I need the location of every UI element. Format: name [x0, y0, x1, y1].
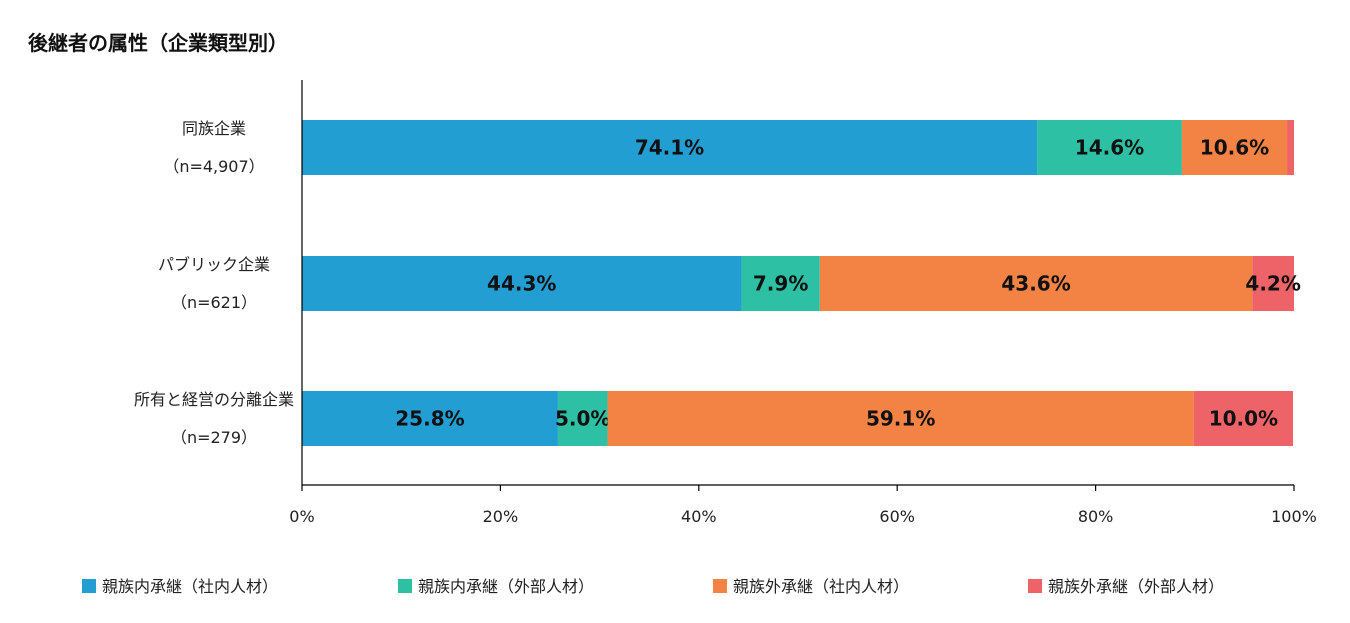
- x-tick-label: 0%: [289, 507, 314, 526]
- legend-label: 親族内承継（社内人材）: [102, 577, 278, 596]
- x-tick-label: 40%: [681, 507, 717, 526]
- data-label: 59.1%: [866, 407, 935, 431]
- data-label: 10.0%: [1209, 407, 1278, 431]
- bar-segment: [741, 256, 820, 311]
- data-label: 14.6%: [1075, 136, 1144, 160]
- bar-segment: [302, 256, 742, 311]
- x-tick-label: 60%: [879, 507, 915, 526]
- x-tick-label: 20%: [483, 507, 519, 526]
- data-label: 5.0%: [555, 407, 610, 431]
- legend-label: 親族外承継（外部人材）: [1048, 577, 1224, 596]
- x-axis: 0% 20% 40% 60% 80% 100%: [289, 80, 1317, 526]
- bar-segment: [1252, 256, 1294, 311]
- data-label: 74.1%: [635, 136, 704, 160]
- x-tick-label: 80%: [1078, 507, 1114, 526]
- category-count-label: （n=4,907）: [163, 157, 264, 176]
- legend-label: 親族内承継（外部人材）: [418, 577, 594, 596]
- data-label: 10.6%: [1200, 136, 1269, 160]
- category-label: 所有と経営の分離企業: [134, 390, 294, 409]
- legend-item: 親族外承継（外部人材）: [1028, 577, 1224, 596]
- legend-label: 親族外承継（社内人材）: [733, 577, 909, 596]
- data-label: 4.2%: [1245, 272, 1300, 296]
- data-label: 25.8%: [395, 407, 464, 431]
- bar-segment: [302, 391, 558, 446]
- chart-title: 後継者の属性（企業類型別）: [28, 31, 288, 55]
- category-count-label: （n=279）: [171, 428, 257, 447]
- category-label: パブリック企業: [158, 255, 270, 274]
- data-label: 44.3%: [487, 272, 556, 296]
- data-label: 7.9%: [753, 272, 808, 296]
- legend-swatch: [1028, 579, 1042, 593]
- bar-segment: [1193, 391, 1294, 446]
- legend-swatch: [82, 579, 96, 593]
- legend-swatch: [398, 579, 412, 593]
- bar-segment: [557, 391, 608, 446]
- category-labels: 同族企業 （n=4,907） パブリック企業 （n=621） 所有と経営の分離企業 （n=…: [134, 119, 294, 447]
- bar-segment: [1037, 120, 1182, 175]
- legend: 親族内承継（社内人材） 親族内承継（外部人材） 親族外承継（社内人材） 親族外承継（外…: [82, 577, 1224, 596]
- x-tick-label: 100%: [1271, 507, 1317, 526]
- bar-segment: [819, 256, 1253, 311]
- legend-item: 親族外承継（社内人材）: [713, 577, 909, 596]
- data-label: 43.6%: [1001, 272, 1070, 296]
- category-label: 同族企業: [182, 119, 246, 138]
- legend-item: 親族内承継（社内人材）: [82, 577, 278, 596]
- category-count-label: （n=621）: [171, 293, 257, 312]
- bar-segment: [607, 391, 1194, 446]
- legend-item: 親族内承継（外部人材）: [398, 577, 594, 596]
- bar-segment: [302, 120, 1038, 175]
- bar-segment: [1181, 120, 1288, 175]
- legend-swatch: [713, 579, 727, 593]
- bars-group: 74.1% 14.6% 10.6% 44.3% 7.9% 43.6% 4.2% 25.8% 5.…: [302, 120, 1301, 446]
- bar-segment: [1287, 120, 1294, 175]
